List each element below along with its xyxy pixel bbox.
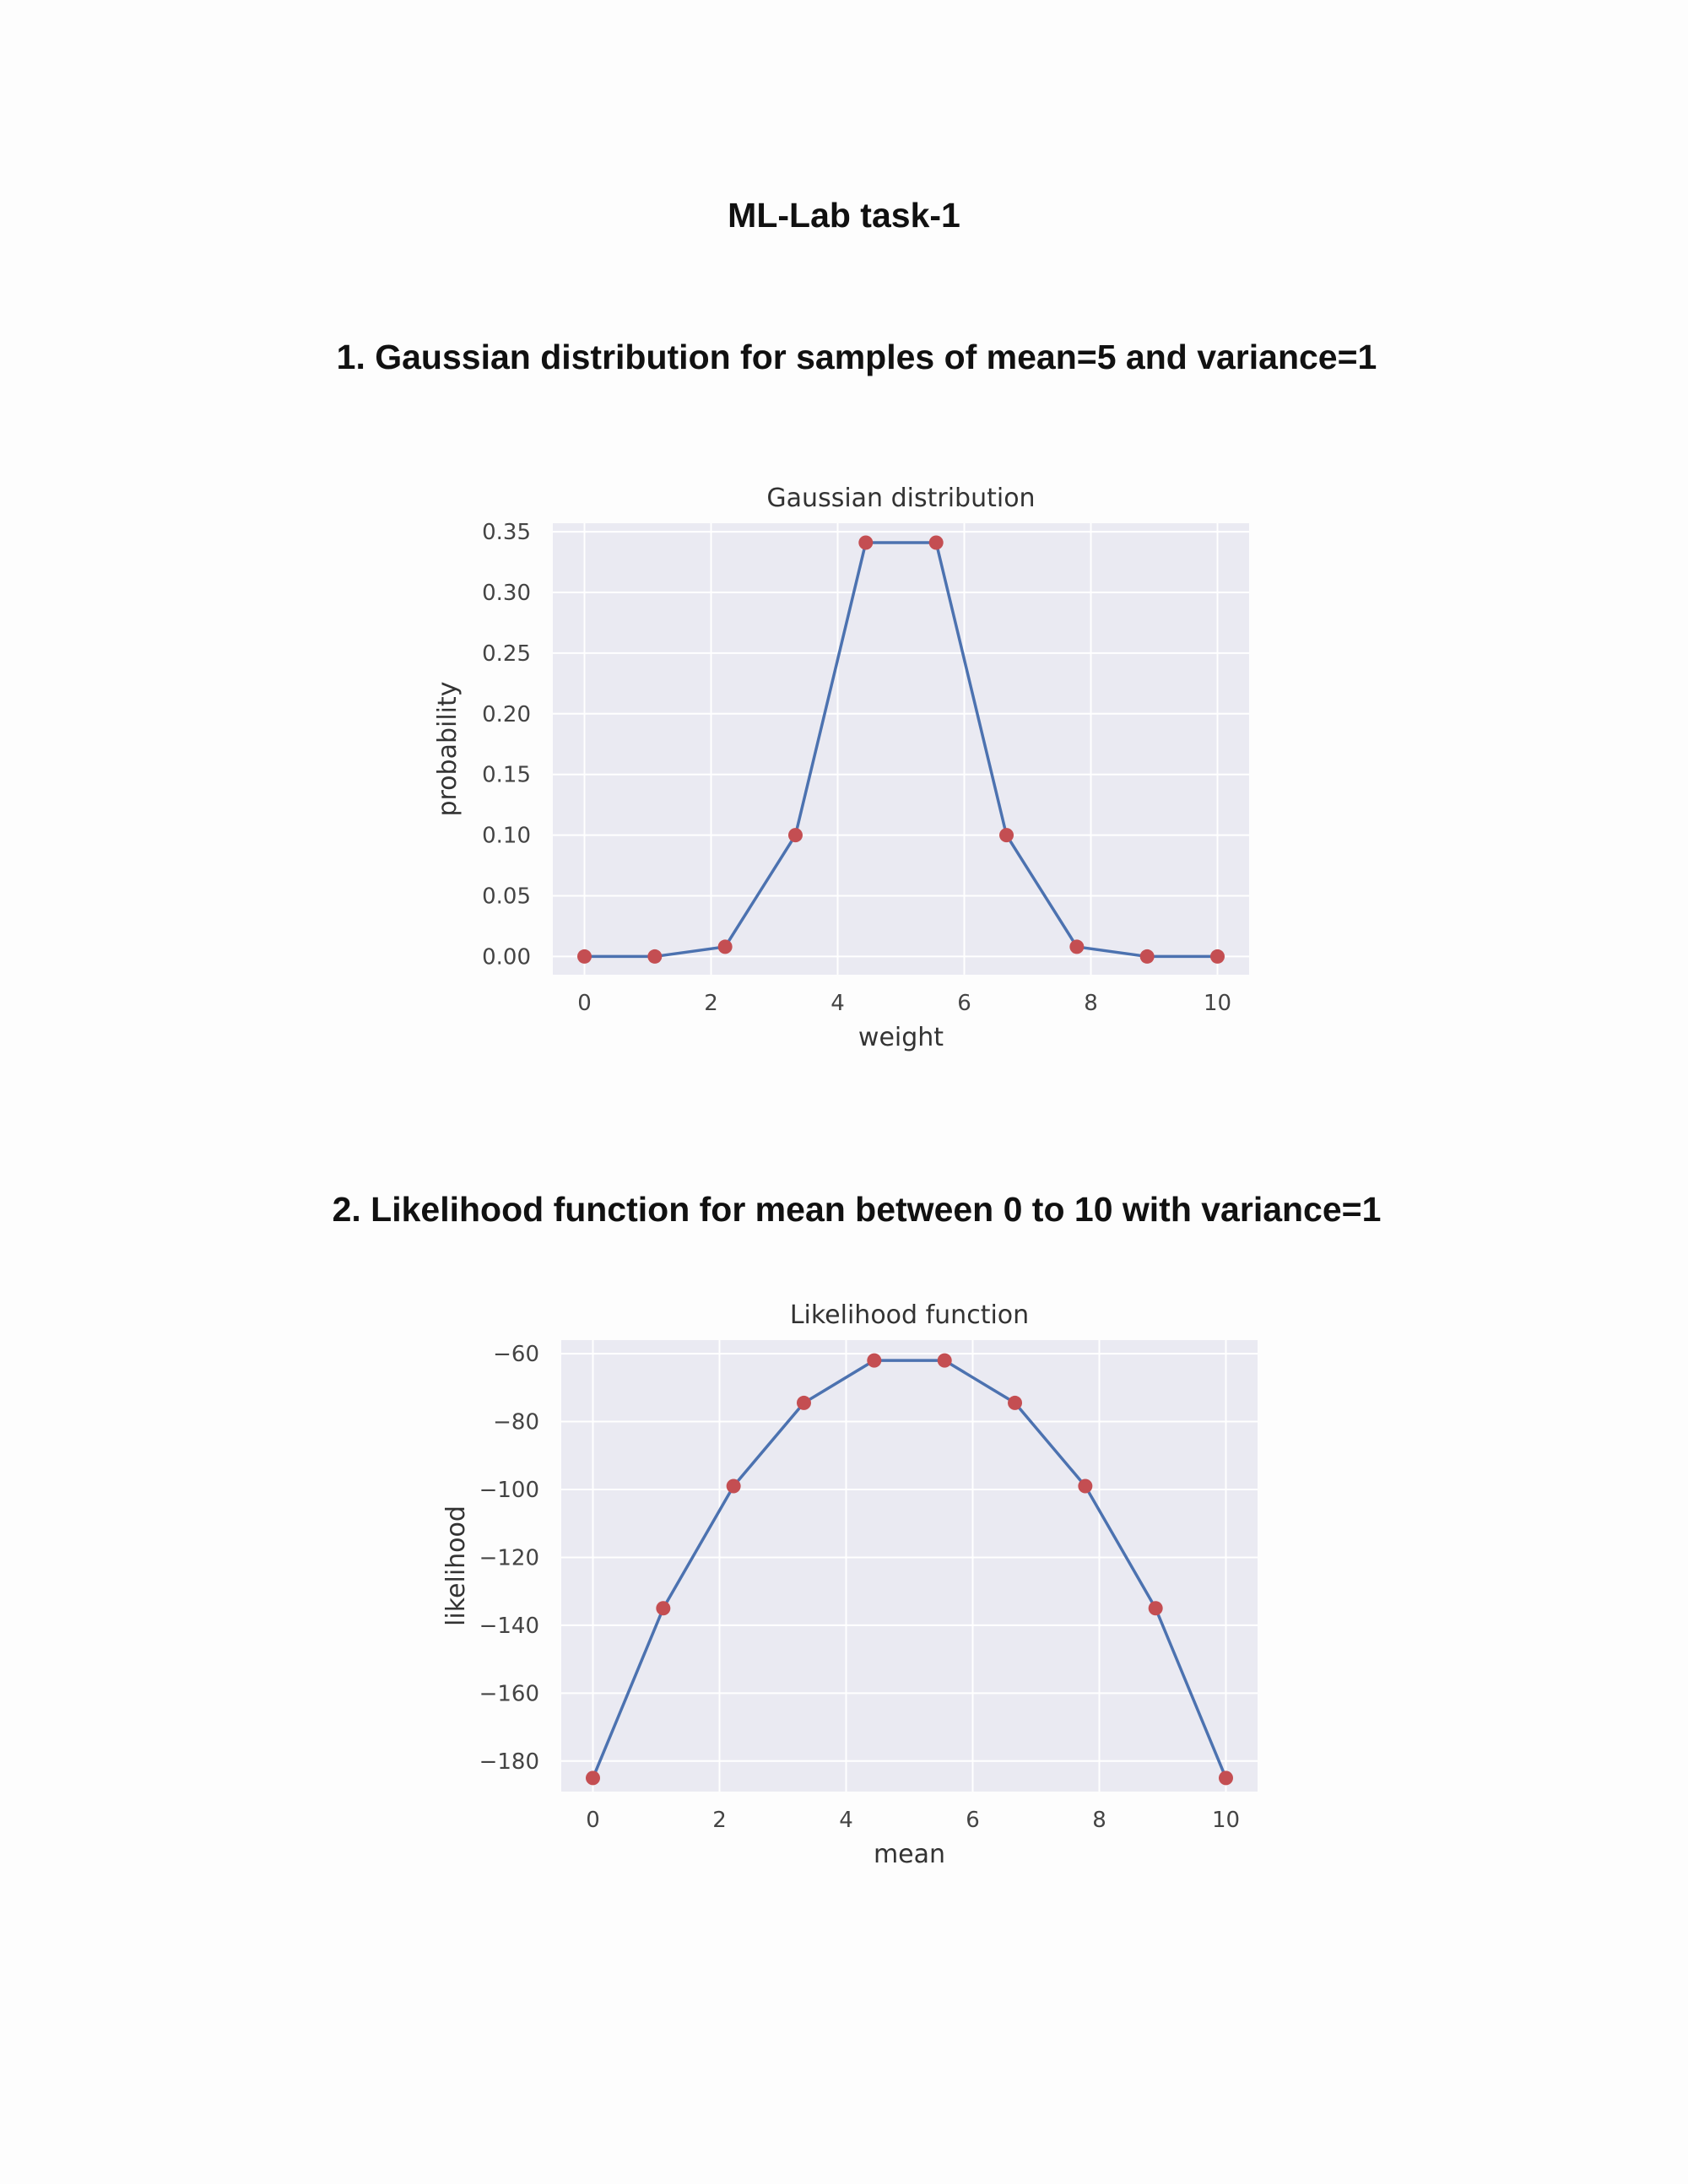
section-heading-likelihood: 2. Likelihood function for mean between …: [332, 1190, 1382, 1229]
likelihood-function-chart: 0 2 4 6 8 10 −180 −160 −140 −120 −100 −80 −60 Likelih…: [441, 1300, 1258, 1869]
chart-title: Likelihood function: [790, 1300, 1029, 1330]
y-tick-label: −180: [479, 1749, 539, 1775]
y-tick-label: 0.30: [482, 581, 531, 606]
data-point: [1008, 1395, 1023, 1410]
x-tick-label: 4: [830, 991, 845, 1016]
data-point: [787, 828, 803, 843]
x-tick-label: 2: [712, 1808, 727, 1833]
x-axis-label: mean: [874, 1840, 945, 1869]
y-tick-label: 0.35: [482, 520, 531, 545]
x-tick-label: 6: [966, 1808, 980, 1833]
plot-area: [553, 523, 1249, 975]
data-point: [656, 1601, 671, 1616]
y-tick-label: 0.00: [482, 944, 531, 970]
document-title: ML-Lab task-1: [728, 196, 960, 235]
x-tick-label: 10: [1204, 991, 1231, 1016]
data-point: [577, 949, 592, 964]
gaussian-distribution-chart: 0 2 4 6 8 10 0.00 0.05 0.10 0.15 0.20 0.25 0.30 0.35 G…: [433, 484, 1249, 1052]
y-tick-label: 0.25: [482, 641, 531, 667]
data-point: [858, 535, 874, 550]
plot-area: [561, 1340, 1258, 1792]
series-line: [591, 1359, 1228, 1779]
y-tick-label: 0.20: [482, 702, 531, 727]
data-point: [726, 1479, 741, 1494]
data-point: [1078, 1479, 1093, 1494]
data-point: [937, 1353, 952, 1368]
y-axis-label: probability: [433, 681, 463, 816]
y-tick-label: −80: [493, 1410, 539, 1435]
data-point: [796, 1395, 811, 1410]
x-tick-label: 6: [957, 991, 971, 1016]
data-point: [928, 535, 944, 550]
y-tick-label: −60: [493, 1342, 539, 1367]
x-tick-label: 4: [839, 1808, 853, 1833]
data-point: [1219, 1770, 1233, 1786]
y-tick-label: 0.10: [482, 824, 531, 849]
y-tick-label: 0.05: [482, 884, 531, 910]
data-point: [717, 939, 733, 954]
y-axis-label: likelihood: [441, 1506, 471, 1626]
y-tick-label: 0.15: [482, 763, 531, 788]
data-point: [647, 949, 663, 964]
data-point: [867, 1353, 882, 1368]
data-point: [586, 1770, 600, 1786]
data-point: [999, 828, 1014, 843]
data-point: [1148, 1601, 1163, 1616]
data-point: [1210, 949, 1225, 964]
series-line: [584, 541, 1218, 959]
y-tick-label: −140: [479, 1614, 539, 1639]
x-tick-label: 0: [586, 1808, 600, 1833]
x-tick-label: 8: [1084, 991, 1098, 1016]
y-tick-label: −120: [479, 1545, 539, 1570]
x-tick-label: 8: [1092, 1808, 1106, 1833]
x-tick-label: 10: [1212, 1808, 1240, 1833]
section-heading-gaussian: 1. Gaussian distribution for samples of …: [336, 338, 1377, 376]
y-tick-label: −100: [479, 1478, 539, 1503]
x-axis-label: weight: [858, 1023, 944, 1052]
data-point: [1139, 949, 1155, 964]
chart-title: Gaussian distribution: [766, 484, 1035, 513]
x-tick-label: 2: [704, 991, 718, 1016]
y-tick-label: −160: [479, 1681, 539, 1706]
data-point: [1069, 939, 1085, 954]
x-tick-label: 0: [577, 991, 592, 1016]
